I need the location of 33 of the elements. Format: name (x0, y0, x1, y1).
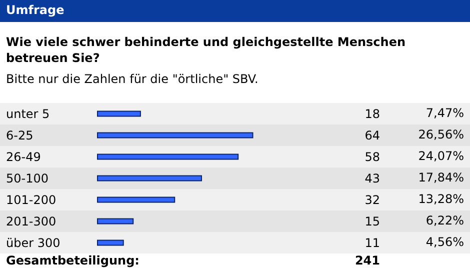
text: 13,28% (418, 192, 464, 206)
text: 17,84% (418, 170, 464, 184)
bar (97, 132, 254, 138)
text: 241 (354, 254, 380, 268)
y-tick-label: 201-300 (6, 214, 56, 228)
y-tick-label: unter 5 (6, 106, 50, 121)
text: 4,56% (426, 235, 464, 249)
y-tick-label: 26-49 (6, 150, 41, 164)
data-label: 15 (364, 214, 380, 228)
annotation: Gesamtbeteiligung: (6, 254, 140, 268)
data-label: 64 (364, 128, 380, 142)
bar (97, 218, 134, 224)
text: 6,22% (426, 214, 464, 228)
text: 7,47% (426, 106, 464, 120)
chart-title: Umfrage (6, 3, 64, 17)
data-label: 58 (364, 150, 380, 164)
data-label: 32 (364, 192, 380, 207)
text: 24,07% (418, 149, 464, 163)
y-tick-label: 6-25 (6, 128, 34, 142)
bar (97, 175, 202, 182)
y-tick-label: 101-200 (6, 192, 56, 207)
bar (97, 240, 124, 246)
chart-subtitle: Wie viele schwer behinderte und gleichgestellte Menschen betreuen Sie? (6, 35, 410, 65)
bar (97, 196, 176, 203)
data-label: 11 (364, 236, 380, 250)
y-tick-label: 50-100 (6, 171, 49, 186)
y-tick-label: über 300 (6, 236, 60, 250)
data-label: 18 (364, 106, 380, 121)
text: 26,56% (418, 128, 464, 142)
text: Bitte nur die Zahlen für die "örtliche" SBV. (6, 72, 258, 86)
bar (97, 154, 239, 160)
data-label: 43 (364, 171, 380, 186)
bar (97, 110, 141, 117)
